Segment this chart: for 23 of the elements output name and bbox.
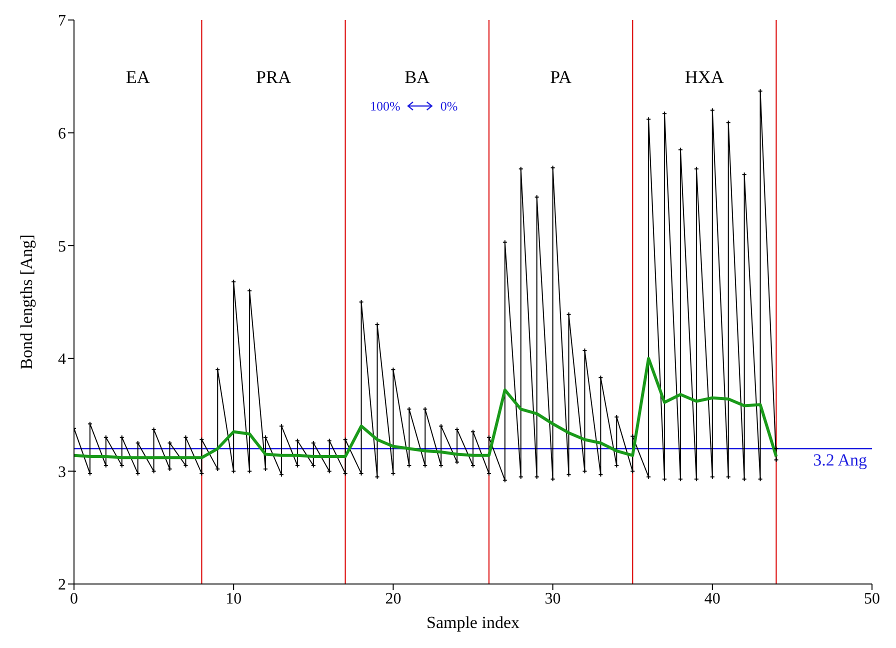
y-tick-label: 5 xyxy=(58,238,66,256)
x-tick-label: 40 xyxy=(704,590,720,608)
annotation: HXA xyxy=(684,66,724,87)
annotation: PA xyxy=(550,66,572,87)
x-tick-label: 10 xyxy=(226,590,242,608)
annotation: BA xyxy=(404,66,430,87)
x-tick-label: 50 xyxy=(864,590,880,608)
annotation: EA xyxy=(126,66,150,87)
x-tick-label: 30 xyxy=(544,590,561,608)
y-tick-label: 4 xyxy=(58,351,66,368)
y-tick-label: 2 xyxy=(58,576,66,594)
x-tick-label: 0 xyxy=(70,590,78,608)
x-axis-title: Sample index xyxy=(426,613,520,632)
x-tick-label: 20 xyxy=(385,590,402,608)
line-series xyxy=(74,356,778,460)
annotation: PRA xyxy=(256,66,292,87)
annotation: 0% xyxy=(440,98,458,114)
y-tick-label: 3 xyxy=(58,464,66,481)
annotation: 100% xyxy=(370,98,401,114)
y-tick-label: 6 xyxy=(58,125,66,142)
ref-line-label: 3.2 Ang xyxy=(813,450,868,470)
y-axis-title: Bond lengths [Ang] xyxy=(17,234,36,370)
y-tick-label: 7 xyxy=(58,12,66,30)
